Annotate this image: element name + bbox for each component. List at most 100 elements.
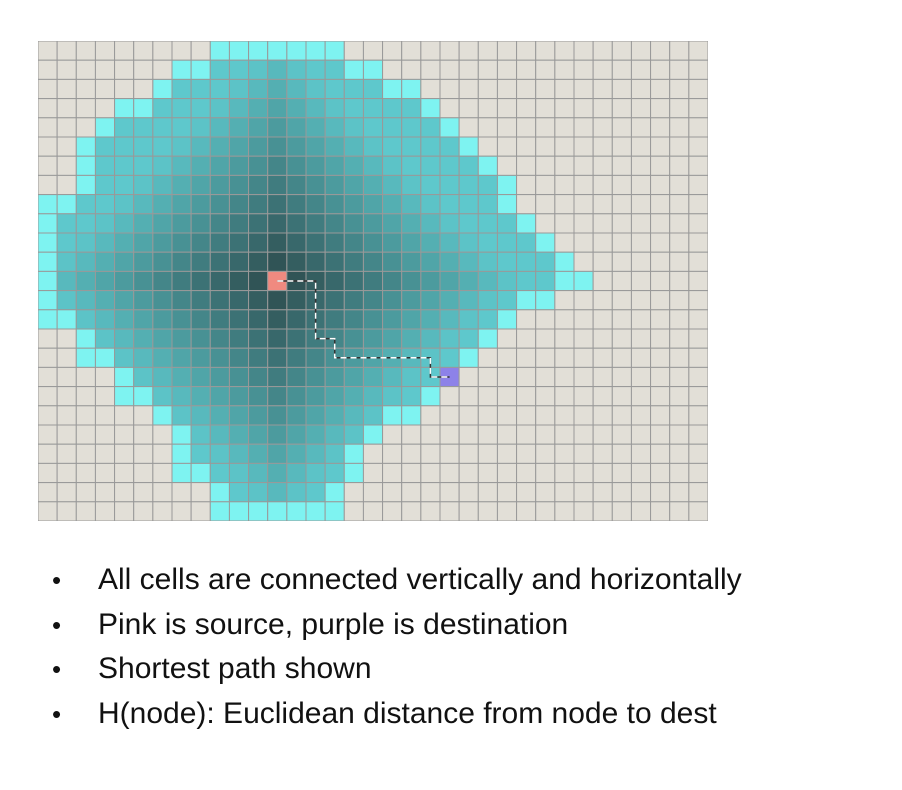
grid-cell-unexplored — [573, 501, 594, 521]
grid-cell-frontier — [343, 59, 364, 80]
grid-cell-unexplored — [401, 482, 422, 503]
grid-cell-unexplored — [458, 462, 479, 484]
grid-cell-unexplored — [573, 117, 594, 138]
grid-cell-explored — [267, 251, 288, 272]
grid-cell-explored — [535, 270, 556, 292]
grid-cell-unexplored — [152, 482, 173, 503]
grid-cell-frontier — [516, 290, 537, 311]
grid-cell-explored — [190, 328, 211, 349]
grid-cell-explored — [382, 155, 403, 176]
grid-cell-unexplored — [496, 155, 518, 176]
grid-cell-explored — [439, 155, 460, 176]
grid-cell-unexplored — [554, 290, 575, 311]
grid-cell-unexplored — [630, 386, 652, 407]
grid-cell-unexplored — [477, 366, 498, 388]
grid-cell-unexplored — [75, 386, 96, 407]
grid-cell-unexplored — [94, 501, 116, 521]
grid-cell-unexplored — [669, 347, 690, 368]
grid-cell-unexplored — [496, 328, 518, 349]
grid-cell-explored — [152, 136, 173, 157]
grid-cell-unexplored — [688, 482, 708, 503]
shortest-path — [277, 280, 450, 378]
grid-cell-explored — [190, 78, 211, 100]
grid-cell-frontier — [152, 405, 173, 426]
grid-cell-unexplored — [114, 443, 135, 464]
grid-cell-explored — [171, 155, 192, 176]
grid-cell-explored — [228, 59, 250, 80]
grid-cell-unexplored — [496, 78, 518, 100]
grid-cell-explored — [190, 194, 211, 215]
grid-cell-explored — [343, 117, 364, 138]
grid-cell-unexplored — [573, 136, 594, 157]
grid-cell-explored — [267, 443, 288, 464]
grid-cell-unexplored — [496, 347, 518, 368]
grid-cell-frontier — [75, 174, 96, 196]
grid-cell-unexplored — [56, 174, 77, 196]
grid-cell-unexplored — [573, 386, 594, 407]
grid-cell-unexplored — [439, 98, 460, 119]
grid-cell-explored — [362, 98, 384, 119]
grid-cell-explored — [305, 59, 326, 80]
grid-cell-unexplored — [38, 366, 58, 388]
grid-cell-explored — [209, 251, 230, 272]
grid-cell-explored — [286, 155, 307, 176]
grid-cell-unexplored — [56, 155, 77, 176]
grid-cell-explored — [248, 78, 269, 100]
grid-cell-explored — [401, 251, 422, 272]
grid-cell-explored — [324, 232, 345, 253]
grid-cell-unexplored — [152, 443, 173, 464]
grid-cell-unexplored — [477, 117, 498, 138]
grid-cell-unexplored — [477, 482, 498, 503]
grid-cell-unexplored — [592, 270, 613, 292]
grid-cell-explored — [382, 174, 403, 196]
grid-cell-unexplored — [611, 424, 632, 445]
grid-cell-unexplored — [573, 328, 594, 349]
grid-cell-explored — [305, 482, 326, 503]
grid-cell-unexplored — [592, 290, 613, 311]
grid-cell-frontier — [75, 347, 96, 368]
grid-cell-unexplored — [516, 194, 537, 215]
grid-cell-explored — [133, 136, 154, 157]
grid-cell-explored — [94, 251, 116, 272]
grid-cell-explored — [152, 366, 173, 388]
grid-cell-unexplored — [516, 443, 537, 464]
grid-cell-explored — [382, 251, 403, 272]
grid-cell-explored — [190, 405, 211, 426]
grid-cell-explored — [94, 270, 116, 292]
grid-cell-unexplored — [38, 328, 58, 349]
grid-cell-frontier — [75, 136, 96, 157]
grid-cell-explored — [228, 424, 250, 445]
grid-cell-unexplored — [496, 482, 518, 503]
grid-cell-unexplored — [573, 194, 594, 215]
grid-cell-explored — [190, 386, 211, 407]
grid-cell-explored — [94, 174, 116, 196]
grid-cell-unexplored — [650, 98, 671, 119]
grid-cell-unexplored — [630, 117, 652, 138]
grid-cell-explored — [190, 117, 211, 138]
grid-cell-explored — [401, 174, 422, 196]
grid-cell-frontier — [114, 366, 135, 388]
grid-cell-unexplored — [420, 482, 441, 503]
grid-cell-unexplored — [516, 328, 537, 349]
grid-cell-explored — [305, 155, 326, 176]
grid-cell-unexplored — [94, 482, 116, 503]
grid-cell-explored — [343, 424, 364, 445]
grid-cell-explored — [401, 309, 422, 330]
grid-cell-explored — [496, 290, 518, 311]
grid-cell-unexplored — [458, 59, 479, 80]
grid-cell-explored — [209, 309, 230, 330]
grid-cell-unexplored — [535, 347, 556, 368]
grid-cell-explored — [343, 405, 364, 426]
grid-cell-explored — [362, 136, 384, 157]
grid-cell-unexplored — [94, 41, 116, 61]
grid-cell-explored — [305, 78, 326, 100]
grid-cell-unexplored — [56, 424, 77, 445]
grid-cell-frontier — [554, 251, 575, 272]
grid-cell-explored — [152, 174, 173, 196]
grid-cell-unexplored — [75, 482, 96, 503]
grid-cell-unexplored — [688, 194, 708, 215]
grid-cell-frontier — [171, 424, 192, 445]
grid-cell-unexplored — [496, 59, 518, 80]
grid-cell-explored — [267, 174, 288, 196]
grid-cell-explored — [190, 136, 211, 157]
